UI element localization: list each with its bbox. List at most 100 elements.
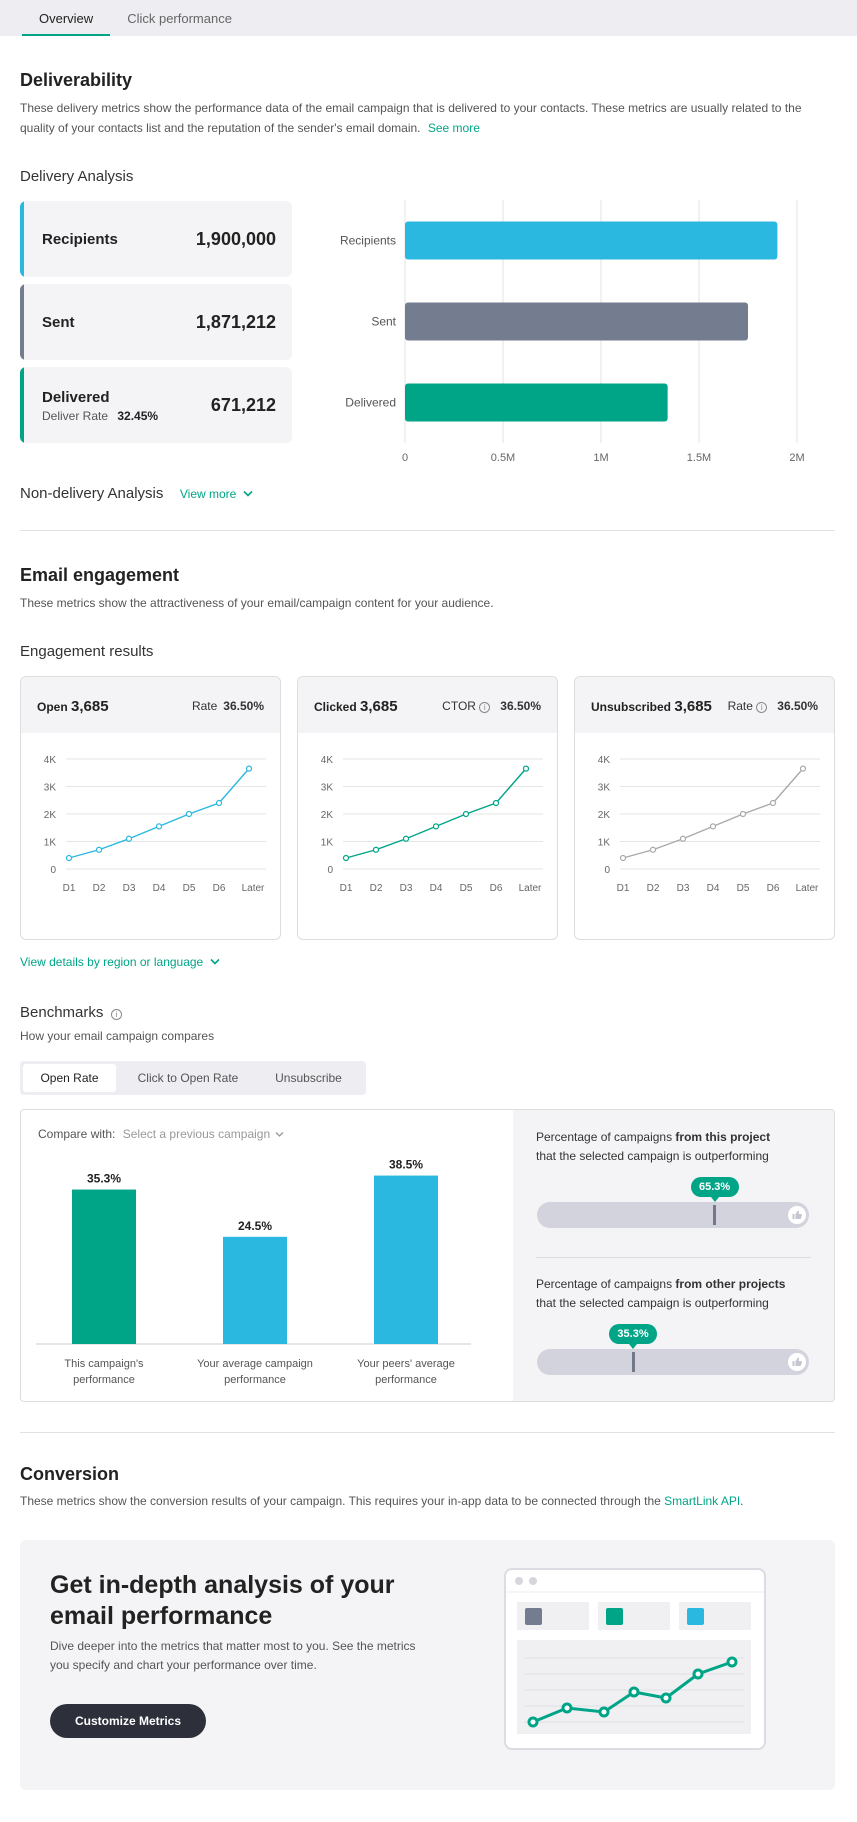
y-tick-label: 3K xyxy=(44,783,57,794)
non-delivery-title: Non-delivery Analysis xyxy=(20,485,164,502)
data-point xyxy=(245,765,253,772)
conversion-desc: These metrics show the conversion result… xyxy=(20,1494,744,1508)
tab-open-rate[interactable]: Open Rate xyxy=(23,1064,116,1092)
stat-card-delivered: Delivered Deliver Rate 32.45% 671,212 xyxy=(20,367,292,443)
data-point xyxy=(522,765,530,772)
view-details-link[interactable]: View details by region or language xyxy=(20,955,220,969)
category-label: performance xyxy=(375,1374,437,1386)
data-label: 35.3% xyxy=(87,1172,121,1186)
analytics-illustration xyxy=(504,1568,766,1750)
percentile-marker xyxy=(631,1352,635,1372)
card-number: 3,685 xyxy=(360,698,398,715)
x-tick-label: D3 xyxy=(400,883,413,894)
data-point xyxy=(215,799,223,807)
stat-accent xyxy=(20,201,24,277)
data-point xyxy=(342,854,350,862)
x-tick-label: Later xyxy=(242,883,265,894)
tab-click-performance[interactable]: Click performance xyxy=(127,11,232,26)
stat-label: Delivered xyxy=(42,389,110,406)
card-header: Unsubscribed 3,685 Rate i 36.50% xyxy=(575,677,834,733)
y-tick-label: 2K xyxy=(44,810,57,821)
card-rate: 36.50% xyxy=(500,699,541,713)
x-tick-label: D4 xyxy=(430,883,443,894)
other-percentile-track xyxy=(537,1349,809,1375)
y-tick-label: 4K xyxy=(598,755,611,766)
benchmarks-header: Benchmarks i xyxy=(20,1004,122,1022)
deliver-rate: Deliver Rate 32.45% xyxy=(42,409,159,423)
info-icon[interactable]: i xyxy=(110,1009,122,1020)
compare-with[interactable]: Compare with: Select a previous campaign xyxy=(38,1127,284,1141)
y-tick-label: 0 xyxy=(604,865,610,876)
x-tick-label: 1.5M xyxy=(687,452,711,464)
category-label: performance xyxy=(73,1374,135,1386)
top-tabs: Overview Click performance xyxy=(0,0,857,36)
x-tick-label: D1 xyxy=(340,883,353,894)
y-tick-label: 3K xyxy=(321,783,334,794)
category-label: Your average campaign xyxy=(197,1358,313,1370)
x-tick-label: D6 xyxy=(213,883,226,894)
thumbs-up-icon xyxy=(788,1206,806,1224)
info-icon[interactable]: i xyxy=(479,702,491,713)
see-more-link[interactable]: See more xyxy=(427,121,480,135)
benchmarks-title: Benchmarks xyxy=(20,1004,104,1021)
data-point xyxy=(799,765,807,772)
stat-accent xyxy=(20,367,24,443)
x-tick-label: 2M xyxy=(789,452,804,464)
pill-pointer xyxy=(629,1344,638,1349)
data-point xyxy=(619,854,627,862)
info-icon[interactable]: i xyxy=(756,702,768,713)
y-tick-label: 0 xyxy=(50,865,56,876)
view-more-link[interactable]: View more xyxy=(180,487,253,501)
customize-metrics-button[interactable]: Customize Metrics xyxy=(50,1704,206,1738)
open-line-chart: 0 1K 2K 3K 4K D1 D2 D3 D4 D5 D6 Later xyxy=(44,755,266,894)
card-rate-label: Rate xyxy=(727,699,753,713)
data-point xyxy=(769,799,777,807)
category-label: Recipients xyxy=(340,234,396,248)
category-label: This campaign's xyxy=(64,1358,144,1370)
series-line xyxy=(68,768,250,859)
y-tick-label: 2K xyxy=(598,810,611,821)
x-tick-label: D2 xyxy=(647,883,660,894)
bar xyxy=(405,221,778,260)
data-point xyxy=(679,835,687,842)
unsubscribed-line-chart: 0 1K 2K 3K 4K D1 D2 D3 D4 D5 D6 Later xyxy=(598,755,820,894)
x-tick-label: D5 xyxy=(460,883,473,894)
promo-desc: Dive deeper into the metrics that matter… xyxy=(50,1639,416,1672)
tab-click-to-open-rate[interactable]: Click to Open Rate xyxy=(137,1071,239,1085)
y-tick-label: 1K xyxy=(44,838,57,849)
tab-overview[interactable]: Overview xyxy=(22,0,111,36)
card-rate: 36.50% xyxy=(777,699,818,713)
pill-pointer xyxy=(710,1197,719,1202)
x-tick-label: D2 xyxy=(370,883,383,894)
benchmark-bar-chart: 35.3% This campaign's performance 24.5% Your… xyxy=(36,1158,471,1386)
stat-card-sent: Sent 1,871,212 xyxy=(20,284,292,360)
x-tick-label: D1 xyxy=(63,883,76,894)
compare-select[interactable]: Select a previous campaign xyxy=(122,1127,271,1141)
x-tick-label: D1 xyxy=(617,883,630,894)
percentile-marker xyxy=(713,1205,717,1225)
stat-accent xyxy=(20,284,24,360)
tab-unsubscribe[interactable]: Unsubscribe xyxy=(275,1071,342,1085)
x-tick-label: D3 xyxy=(677,883,690,894)
x-tick-label: D5 xyxy=(737,883,750,894)
stat-card-recipients: Recipients 1,900,000 xyxy=(20,201,292,277)
chevron-down-icon xyxy=(276,1132,284,1137)
y-tick-label: 4K xyxy=(44,755,57,766)
card-label: Clicked xyxy=(314,700,357,714)
clicked-line-chart: 0 1K 2K 3K 4K D1 D2 D3 D4 D5 D6 Later xyxy=(321,755,543,894)
engagement-card-clicked: Clicked 3,685 CTOR i 36.50% 0 1K 2K 3K 4K D1 D2… xyxy=(297,676,558,940)
stat-value: 1,900,000 xyxy=(195,229,276,249)
project-percentage-text: Percentage of campaigns from this projec… xyxy=(536,1130,771,1163)
x-tick-label: D4 xyxy=(707,883,720,894)
other-percentage-text: Percentage of campaigns from other proje… xyxy=(536,1277,786,1310)
y-tick-label: 2K xyxy=(321,810,334,821)
card-label: Open xyxy=(37,700,68,714)
engagement-card-unsubscribed: Unsubscribed 3,685 Rate i 36.50% 0 1K 2K 3K 4… xyxy=(574,676,835,940)
smartlink-api-link[interactable]: SmartLink API xyxy=(664,1494,741,1508)
data-point xyxy=(739,810,747,818)
category-label: Your peers' average xyxy=(357,1358,455,1370)
card-label: Unsubscribed xyxy=(591,700,672,714)
data-point xyxy=(709,823,717,830)
delivery-bar-chart: 0 0.5M 1M 1.5M 2M Recipients Sent Delivered xyxy=(340,200,805,464)
data-point xyxy=(155,823,163,830)
